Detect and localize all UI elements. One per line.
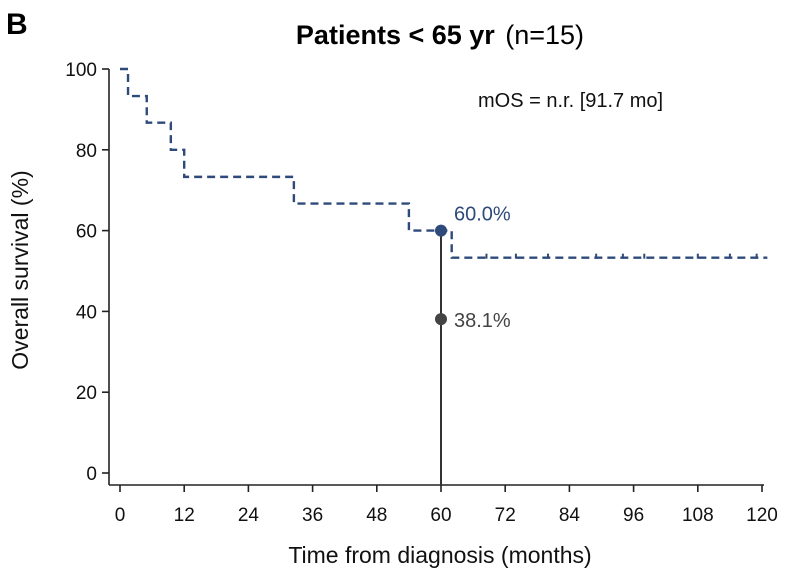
x-tick-label: 12 bbox=[174, 505, 195, 526]
survival-point-label: 60.0% bbox=[454, 204, 511, 226]
x-axis-label: Time from diagnosis (months) bbox=[288, 542, 591, 568]
survival-point bbox=[435, 224, 447, 237]
y-tick-label: 60 bbox=[76, 222, 97, 243]
chart-title-suffix: (n=15) bbox=[505, 20, 584, 50]
x-tick-label: 84 bbox=[559, 505, 581, 526]
chart-title-main: Patients < 65 yr bbox=[296, 20, 495, 50]
x-tick-label: 108 bbox=[682, 505, 714, 526]
x-tick-label: 24 bbox=[238, 505, 260, 526]
chart-title: Patients < 65 yr (n=15) bbox=[296, 20, 584, 50]
axes: 0 20 40 60 80 100 0 12 24 36 48 60 72 84 96 108 120 bbox=[65, 60, 778, 526]
x-tick-label: 0 bbox=[115, 505, 126, 526]
y-axis-label: Overall survival (%) bbox=[7, 170, 33, 369]
panel-label: B bbox=[6, 8, 28, 41]
y-tick-label: 20 bbox=[76, 383, 97, 404]
y-tick-label: 80 bbox=[76, 141, 97, 162]
survival-point bbox=[435, 313, 447, 326]
survival-point-label: 38.1% bbox=[454, 310, 511, 332]
x-tick-label: 36 bbox=[302, 505, 323, 526]
x-tick-label: 60 bbox=[430, 505, 451, 526]
x-tick-label: 72 bbox=[495, 505, 516, 526]
mos-annotation: mOS = n.r. [91.7 mo] bbox=[478, 90, 663, 112]
y-tick-label: 100 bbox=[65, 60, 97, 81]
survival-curve bbox=[120, 67, 768, 259]
x-tick-label: 48 bbox=[366, 505, 387, 526]
y-tick-label: 40 bbox=[76, 302, 97, 323]
x-tick-label: 96 bbox=[623, 505, 644, 526]
y-tick-label: 0 bbox=[86, 464, 97, 485]
plot-area: 60.0% 38.1% bbox=[120, 67, 768, 485]
x-tick-label: 120 bbox=[746, 505, 778, 526]
